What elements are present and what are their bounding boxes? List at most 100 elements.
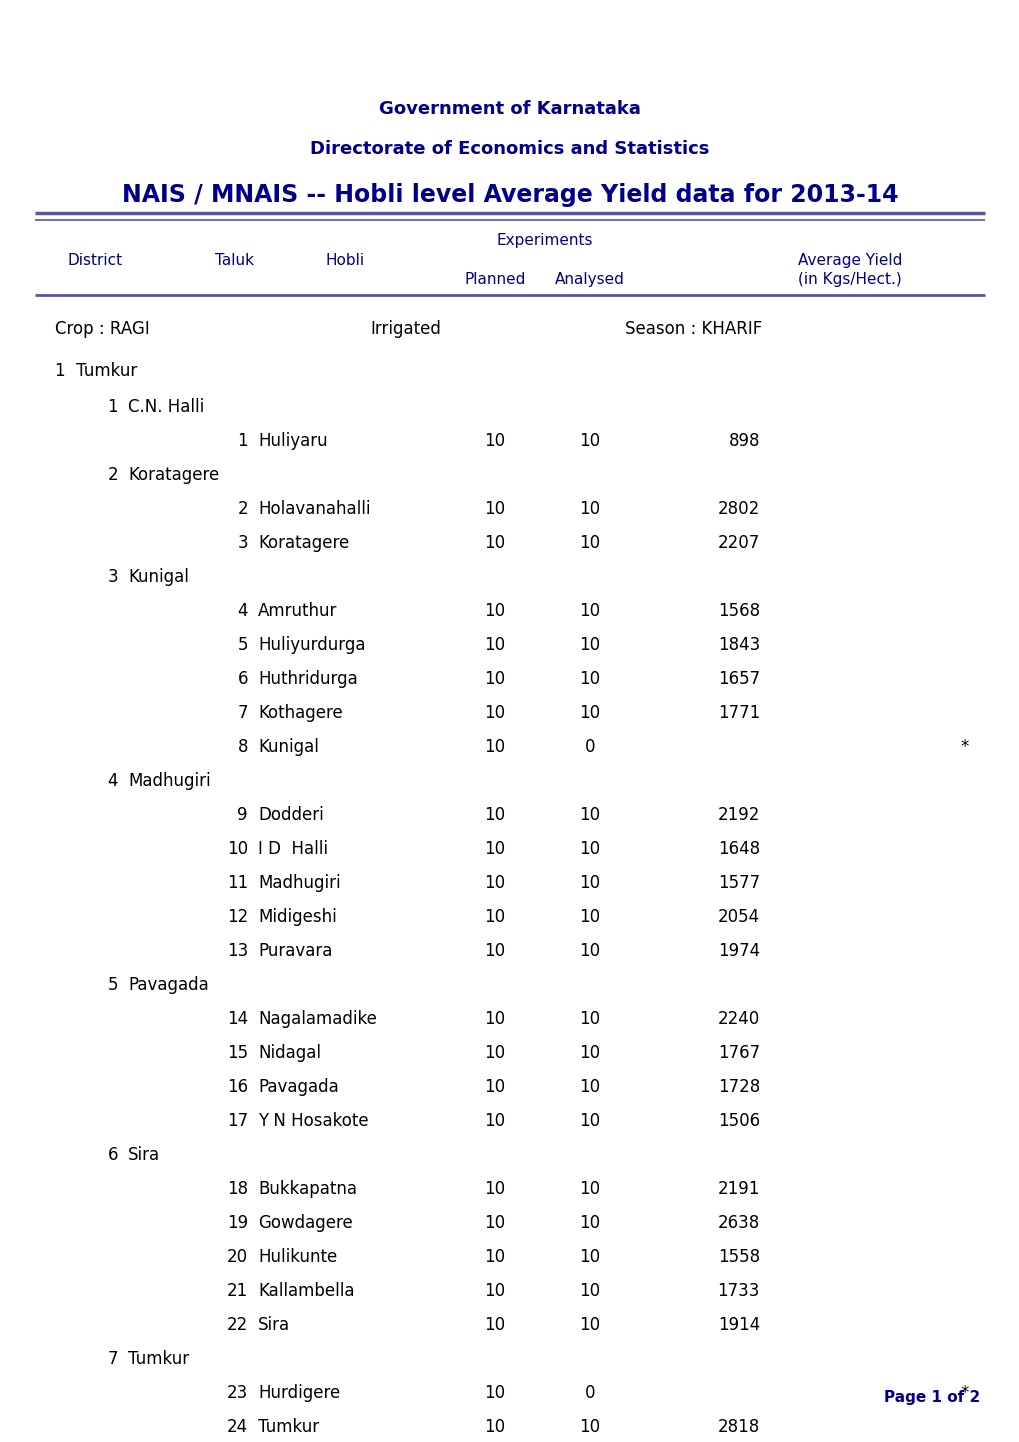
Text: Puravara: Puravara [258,942,332,960]
Text: 1771: 1771 [717,704,759,722]
Text: 10: 10 [579,1112,600,1131]
Text: 15: 15 [226,1044,248,1061]
Text: 0: 0 [584,738,595,756]
Text: 10: 10 [484,1214,505,1231]
Text: 1767: 1767 [717,1044,759,1061]
Text: Huliyurdurga: Huliyurdurga [258,636,365,655]
Text: 4: 4 [237,601,248,620]
Text: 6: 6 [237,671,248,688]
Text: Nidagal: Nidagal [258,1044,321,1061]
Text: 2191: 2191 [717,1180,759,1198]
Text: Planned: Planned [464,273,525,287]
Text: Midigeshi: Midigeshi [258,908,336,926]
Text: Amruthur: Amruthur [258,601,337,620]
Text: 10: 10 [579,601,600,620]
Text: 10: 10 [579,433,600,450]
Text: 22: 22 [226,1317,248,1334]
Text: 10: 10 [579,1282,600,1301]
Text: 10: 10 [484,1384,505,1402]
Text: 10: 10 [579,874,600,893]
Text: 10: 10 [579,1317,600,1334]
Text: 0: 0 [584,1384,595,1402]
Text: 24: 24 [226,1417,248,1436]
Text: 10: 10 [579,942,600,960]
Text: 10: 10 [484,671,505,688]
Text: 10: 10 [484,1044,505,1061]
Text: 10: 10 [579,908,600,926]
Text: (in Kgs/Hect.): (in Kgs/Hect.) [797,273,901,287]
Text: Pavagada: Pavagada [258,1079,338,1096]
Text: *: * [959,1384,967,1402]
Text: Kothagere: Kothagere [258,704,342,722]
Text: 10: 10 [484,738,505,756]
Text: 2818: 2818 [717,1417,759,1436]
Text: 23: 23 [226,1384,248,1402]
Text: *: * [959,738,967,756]
Text: Koratagere: Koratagere [127,466,219,485]
Text: Hobli: Hobli [325,252,364,268]
Text: Season : KHARIF: Season : KHARIF [625,320,761,337]
Text: 1: 1 [107,398,118,415]
Text: 21: 21 [226,1282,248,1301]
Text: Koratagere: Koratagere [258,534,348,552]
Text: 10: 10 [579,500,600,518]
Text: 10: 10 [484,433,505,450]
Text: 898: 898 [728,433,759,450]
Text: 10: 10 [484,942,505,960]
Text: 10: 10 [579,1417,600,1436]
Text: Hurdigere: Hurdigere [258,1384,340,1402]
Text: Experiments: Experiments [496,234,593,248]
Text: Bukkapatna: Bukkapatna [258,1180,357,1198]
Text: 10: 10 [579,1180,600,1198]
Text: I D  Halli: I D Halli [258,841,328,858]
Text: 10: 10 [226,841,248,858]
Text: 1: 1 [237,433,248,450]
Text: 2638: 2638 [717,1214,759,1231]
Text: 10: 10 [484,908,505,926]
Text: 7: 7 [237,704,248,722]
Text: Crop : RAGI: Crop : RAGI [55,320,150,337]
Text: 3: 3 [107,568,118,585]
Text: Huliyaru: Huliyaru [258,433,327,450]
Text: Sira: Sira [258,1317,289,1334]
Text: 1  Tumkur: 1 Tumkur [55,362,138,381]
Text: 4: 4 [107,771,118,790]
Text: Madhugiri: Madhugiri [258,874,340,893]
Text: Gowdagere: Gowdagere [258,1214,353,1231]
Text: 1843: 1843 [717,636,759,655]
Text: Analysed: Analysed [554,273,625,287]
Text: Page 1 of 2: Page 1 of 2 [882,1390,979,1405]
Text: 1733: 1733 [717,1282,759,1301]
Text: 10: 10 [484,704,505,722]
Text: 5: 5 [237,636,248,655]
Text: Nagalamadike: Nagalamadike [258,1009,376,1028]
Text: 17: 17 [226,1112,248,1131]
Text: 2: 2 [237,500,248,518]
Text: 10: 10 [484,1282,505,1301]
Text: 2: 2 [107,466,118,485]
Text: 10: 10 [484,1417,505,1436]
Text: 10: 10 [484,1180,505,1198]
Text: 2802: 2802 [717,500,759,518]
Text: 8: 8 [237,738,248,756]
Text: 1506: 1506 [717,1112,759,1131]
Text: 10: 10 [484,874,505,893]
Text: Hulikunte: Hulikunte [258,1247,337,1266]
Text: 20: 20 [226,1247,248,1266]
Text: 10: 10 [579,1044,600,1061]
Text: 7: 7 [107,1350,118,1368]
Text: 10: 10 [579,1009,600,1028]
Text: 10: 10 [484,806,505,823]
Text: 1657: 1657 [717,671,759,688]
Text: 2240: 2240 [717,1009,759,1028]
Text: 1577: 1577 [717,874,759,893]
Text: 12: 12 [226,908,248,926]
Text: Taluk: Taluk [215,252,255,268]
Text: Kunigal: Kunigal [127,568,189,585]
Text: 10: 10 [484,1112,505,1131]
Text: 19: 19 [226,1214,248,1231]
Text: 10: 10 [579,841,600,858]
Text: 10: 10 [579,534,600,552]
Text: Tumkur: Tumkur [258,1417,319,1436]
Text: NAIS / MNAIS -- Hobli level Average Yield data for 2013-14: NAIS / MNAIS -- Hobli level Average Yiel… [121,183,898,208]
